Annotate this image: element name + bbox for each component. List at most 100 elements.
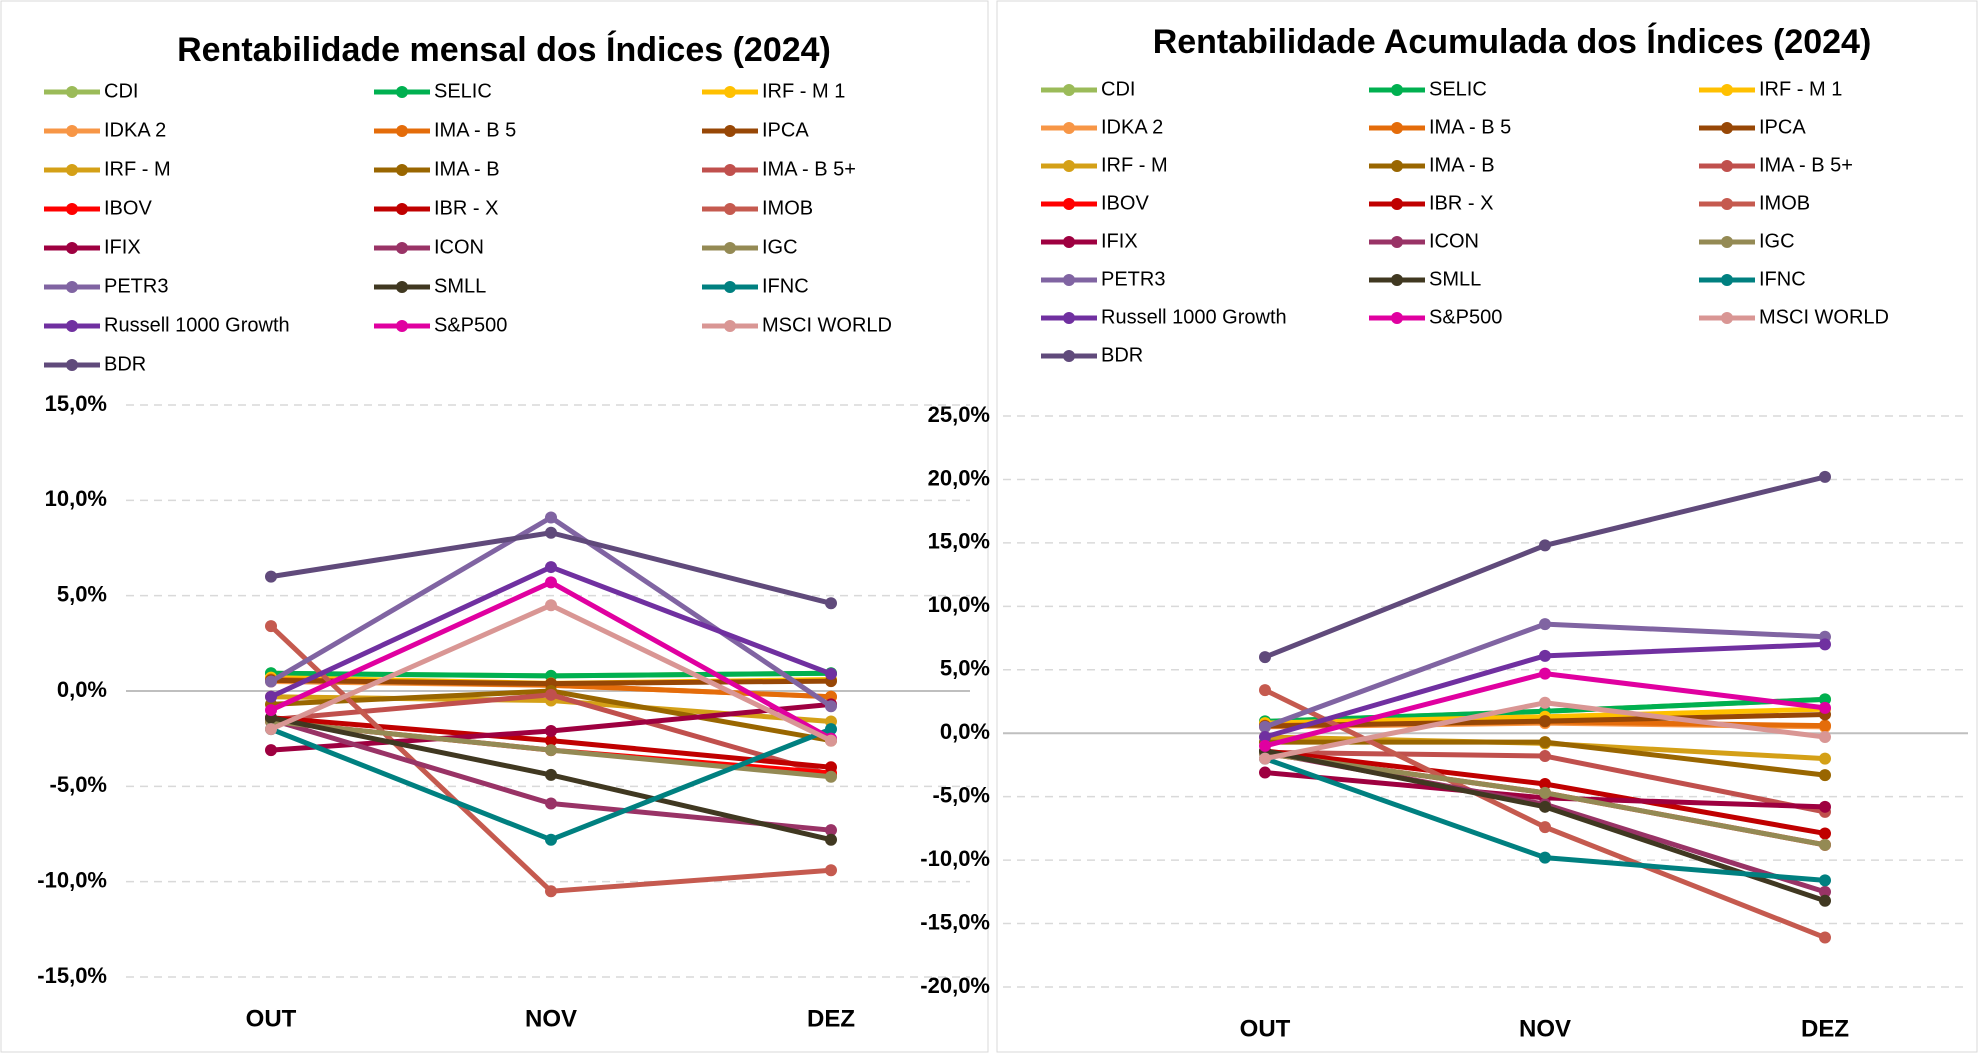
legend-label: IRF - M 1 bbox=[1759, 78, 1842, 100]
y-tick-label: -10,0% bbox=[920, 846, 990, 871]
legend-marker bbox=[724, 86, 736, 98]
legend-marker bbox=[1391, 84, 1403, 96]
y-tick-label: 0,0% bbox=[57, 677, 107, 702]
y-tick-label: -10,0% bbox=[37, 867, 107, 892]
legend-marker bbox=[1391, 198, 1403, 210]
legend-marker bbox=[1721, 312, 1733, 324]
legend-marker bbox=[66, 359, 78, 371]
data-point bbox=[545, 576, 557, 589]
chart-title: Rentabilidade Acumulada dos Índices (202… bbox=[1153, 23, 1872, 61]
data-point bbox=[1539, 777, 1551, 790]
legend-label: SMLL bbox=[434, 275, 486, 297]
legend-marker bbox=[724, 242, 736, 254]
data-point bbox=[825, 761, 837, 774]
x-tick-label: OUT bbox=[246, 1005, 297, 1032]
data-point bbox=[545, 744, 557, 757]
legend-label: IFIX bbox=[104, 236, 141, 258]
data-point bbox=[265, 570, 277, 583]
legend-label: SMLL bbox=[1429, 268, 1481, 290]
legend-marker bbox=[1721, 122, 1733, 134]
data-point bbox=[545, 725, 557, 738]
data-point bbox=[1819, 827, 1831, 840]
legend-label: IBOV bbox=[1101, 192, 1149, 214]
legend-label: CDI bbox=[104, 80, 138, 102]
data-point bbox=[545, 688, 557, 701]
legend-marker bbox=[1063, 84, 1075, 96]
legend-marker bbox=[1721, 84, 1733, 96]
legend-marker bbox=[724, 164, 736, 176]
legend-marker bbox=[1063, 274, 1075, 286]
legend-marker bbox=[66, 242, 78, 254]
legend-label: IPCA bbox=[1759, 116, 1806, 138]
legend-label: IMA - B 5 bbox=[1429, 116, 1511, 138]
data-point bbox=[1539, 649, 1551, 662]
y-tick-label: 15,0% bbox=[45, 391, 107, 416]
data-point bbox=[825, 597, 837, 610]
x-tick-label: OUT bbox=[1240, 1015, 1291, 1042]
data-point bbox=[1539, 736, 1551, 749]
data-point bbox=[545, 885, 557, 898]
panel-border bbox=[0, 0, 989, 1053]
legend-label: IMA - B 5 bbox=[434, 119, 516, 141]
legend-label: PETR3 bbox=[1101, 268, 1165, 290]
legend-marker bbox=[66, 281, 78, 293]
x-tick-label: NOV bbox=[525, 1005, 577, 1032]
legend-marker bbox=[396, 242, 408, 254]
legend-marker bbox=[396, 125, 408, 137]
legend-marker bbox=[1721, 198, 1733, 210]
legend-label: Russell 1000 Growth bbox=[1101, 306, 1287, 328]
data-point bbox=[1819, 470, 1831, 483]
data-point bbox=[1539, 851, 1551, 864]
legend-marker bbox=[396, 320, 408, 332]
legend-marker bbox=[724, 281, 736, 293]
data-point bbox=[1819, 800, 1831, 813]
legend-marker bbox=[1063, 160, 1075, 172]
legend-marker bbox=[1391, 274, 1403, 286]
y-tick-label: 15,0% bbox=[928, 529, 990, 554]
data-point bbox=[265, 723, 277, 736]
legend-label: IFIX bbox=[1101, 230, 1138, 252]
data-point bbox=[545, 768, 557, 781]
data-point bbox=[545, 526, 557, 539]
y-tick-label: 5,0% bbox=[57, 581, 107, 606]
legend-label: BDR bbox=[1101, 344, 1143, 366]
data-point bbox=[825, 700, 837, 713]
data-point bbox=[825, 723, 837, 736]
data-point bbox=[1539, 800, 1551, 813]
legend-label: S&P500 bbox=[1429, 306, 1502, 328]
legend-label: IBR - X bbox=[1429, 192, 1493, 214]
legend-marker bbox=[66, 125, 78, 137]
legend-marker bbox=[1391, 312, 1403, 324]
data-point bbox=[545, 561, 557, 574]
data-point bbox=[265, 690, 277, 703]
data-point bbox=[1819, 693, 1831, 706]
data-point bbox=[1539, 821, 1551, 834]
legend-label: PETR3 bbox=[104, 275, 168, 297]
legend-label: MSCI WORLD bbox=[1759, 306, 1889, 328]
data-point bbox=[1819, 769, 1831, 782]
legend-marker bbox=[1063, 350, 1075, 362]
data-point bbox=[1259, 720, 1271, 733]
legend-label: IFNC bbox=[762, 275, 809, 297]
data-point bbox=[1259, 684, 1271, 697]
legend-label: IMA - B bbox=[1429, 154, 1495, 176]
legend-marker bbox=[1063, 122, 1075, 134]
data-point bbox=[265, 744, 277, 757]
data-point bbox=[265, 620, 277, 633]
x-tick-label: DEZ bbox=[1801, 1015, 1849, 1042]
data-point bbox=[545, 734, 557, 747]
data-point bbox=[1819, 719, 1831, 732]
legend-marker bbox=[1391, 122, 1403, 134]
y-tick-label: -5,0% bbox=[933, 782, 990, 807]
data-point bbox=[1539, 667, 1551, 680]
legend-label: IMOB bbox=[1759, 192, 1810, 214]
legend-marker bbox=[396, 164, 408, 176]
legend-marker bbox=[1721, 274, 1733, 286]
y-tick-label: -20,0% bbox=[920, 973, 990, 998]
data-point bbox=[1819, 885, 1831, 898]
chart-title: Rentabilidade mensal dos Índices (2024) bbox=[177, 31, 831, 69]
data-point bbox=[1259, 731, 1271, 744]
legend-label: IBR - X bbox=[434, 197, 498, 219]
data-point bbox=[1259, 752, 1271, 765]
legend-label: ICON bbox=[1429, 230, 1479, 252]
